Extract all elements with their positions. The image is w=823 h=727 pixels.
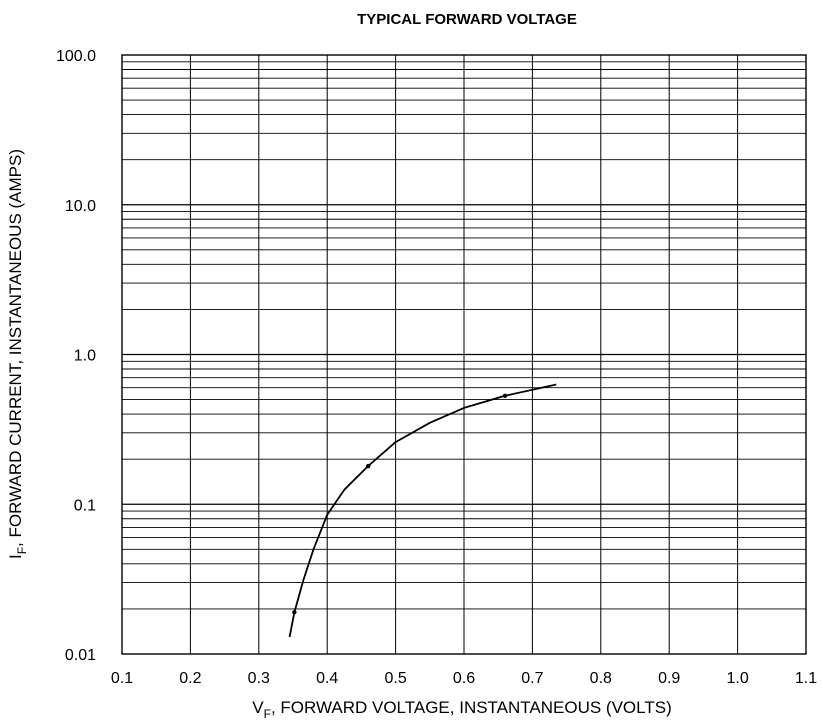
x-axis-label-rest: , FORWARD VOLTAGE, INSTANTANEOUS (VOLTS): [271, 698, 672, 717]
y-tick-label: 1.0: [74, 348, 96, 365]
y-axis-label: IF, FORWARD CURRENT, INSTANTANEOUS (AMPS…: [6, 149, 29, 559]
x-axis-label-sub: F: [264, 707, 271, 721]
x-tick-label: 0.4: [316, 670, 338, 687]
y-tick-label: 10.0: [65, 198, 96, 215]
y-axis-label-main: I: [6, 554, 25, 559]
x-tick-label: 0.2: [179, 670, 201, 687]
x-tick-label: 1.0: [726, 670, 748, 687]
x-tick-label: 0.5: [384, 670, 406, 687]
x-tick-label: 0.1: [111, 670, 133, 687]
y-tick-labels: 0.01 0.1 1.0 10.0 100.0: [56, 48, 96, 664]
data-point: [292, 610, 297, 615]
y-axis-label-rest: , FORWARD CURRENT, INSTANTANEOUS (AMPS): [6, 149, 25, 547]
y-axis-label-sub: F: [15, 547, 29, 554]
x-tick-label: 0.8: [590, 670, 612, 687]
data-point: [366, 463, 371, 469]
x-tick-label: 0.7: [521, 670, 543, 687]
y-tick-label: 100.0: [56, 48, 96, 65]
x-tick-label: 1.1: [795, 670, 817, 687]
series-group: [288, 383, 557, 638]
x-tick-label: 0.9: [658, 670, 680, 687]
grid-lines: [122, 55, 806, 654]
x-tick-labels: 0.1 0.2 0.3 0.4 0.5 0.6 0.7 0.8 0.9 1.0 1.1: [111, 670, 817, 687]
x-tick-label: 0.6: [453, 670, 475, 687]
x-axis-label: VF, FORWARD VOLTAGE, INSTANTANEOUS (VOLT…: [252, 698, 671, 721]
data-point: [502, 393, 508, 398]
x-axis-label-main: V: [252, 698, 264, 717]
series-line: [288, 383, 557, 638]
y-tick-label: 0.01: [65, 647, 96, 664]
y-tick-label: 0.1: [74, 497, 96, 514]
x-tick-label: 0.3: [248, 670, 270, 687]
chart-title: TYPICAL FORWARD VOLTAGE: [357, 11, 577, 28]
plot-frame: [121, 54, 807, 655]
